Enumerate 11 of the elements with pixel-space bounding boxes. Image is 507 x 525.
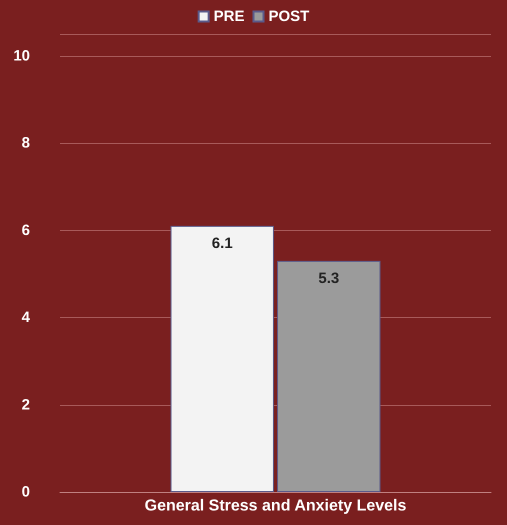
- legend-label: POST: [268, 8, 310, 25]
- y-tick-label: 10: [13, 47, 30, 64]
- y-tick-label: 0: [22, 484, 30, 500]
- y-tick-label: 8: [22, 134, 30, 152]
- y-tick-label: 6: [22, 222, 30, 239]
- y-tick-label: 2: [22, 396, 30, 414]
- data-label: 6.1: [212, 234, 233, 252]
- data-label: 5.3: [318, 270, 340, 287]
- legend-label: PRE: [214, 8, 245, 25]
- y-tick-label: 4: [22, 309, 31, 326]
- x-tick-label: General Stress and Anxiety Levels: [144, 498, 406, 514]
